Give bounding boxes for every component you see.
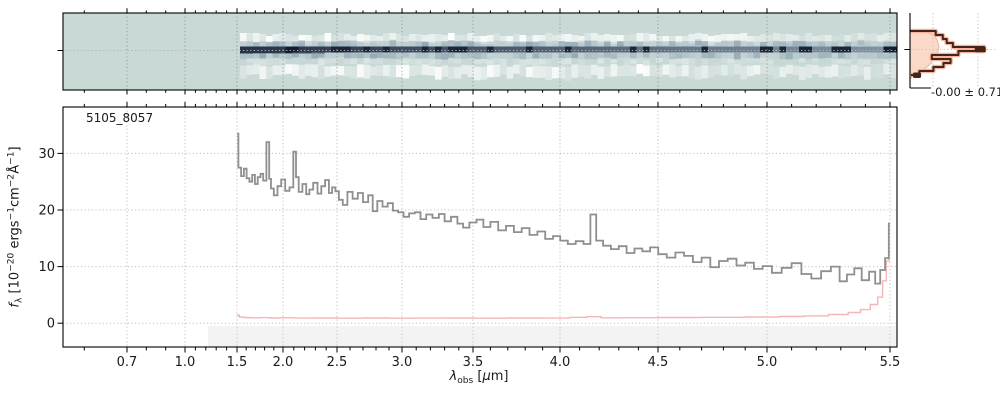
x-tick-label: 1.0 — [175, 355, 196, 370]
label-segment: [10 — [7, 271, 23, 298]
label-segment: f — [7, 303, 23, 308]
label-segment: λ — [14, 297, 25, 304]
below-zero-shaded-region — [207, 326, 897, 347]
label-segment: [ — [473, 369, 483, 384]
spectrum-1d-panel — [62, 106, 898, 348]
residual-histogram-panel — [904, 13, 997, 89]
histogram-tail-marker — [913, 72, 921, 78]
x-tick-label: 4.0 — [550, 355, 571, 370]
label-segment: −20 — [6, 252, 17, 272]
spectrum-1d-spines — [62, 106, 898, 348]
spectrum-2d-panel — [62, 12, 898, 91]
x-axis-label: λobs [μm] — [449, 369, 509, 386]
y-tick-label: 20 — [38, 204, 55, 219]
flux-series-line — [237, 132, 890, 285]
source-id-label: 5105_8057 — [86, 111, 154, 125]
spectrum-2d-spines — [62, 12, 898, 91]
y-tick-label: 0 — [47, 317, 55, 332]
axis-ticks: 0.7 1.0 1.5 2.0 2.5 3.0 3.5 4.0 4.5 5.0 5.5 0 10 20 30 — [38, 8, 900, 370]
x-tick-label: 1.5 — [227, 355, 248, 370]
label-segment: μ — [482, 369, 491, 384]
error-series-line — [237, 226, 890, 319]
x-tick-label: 3.5 — [463, 355, 484, 370]
label-segment: λ — [449, 369, 458, 384]
y-axis-label: fλ [10−20 ergs−1cm−2Å−1] — [6, 146, 25, 308]
x-tick-label: 0.7 — [117, 355, 138, 370]
label-segment: cm — [7, 187, 23, 207]
label-segment: m] — [490, 369, 509, 384]
y-tick-label: 10 — [38, 260, 55, 275]
spectrum-2d-trace-image — [240, 33, 897, 81]
x-tick-label: 3.0 — [392, 355, 413, 370]
label-segment: −1 — [6, 151, 17, 165]
x-tick-label: 5.0 — [757, 355, 778, 370]
residual-stats-label: -0.00 ± 0.71 — [931, 85, 1000, 99]
label-segment: Å — [7, 164, 23, 174]
x-tick-label: 2.5 — [327, 355, 348, 370]
y-tick-label: 30 — [38, 147, 55, 162]
label-segment: −2 — [6, 173, 17, 188]
label-segment: −1 — [6, 207, 17, 221]
histogram-peak-marker — [974, 46, 986, 53]
x-tick-label: 2.0 — [273, 355, 294, 370]
x-tick-label: 4.5 — [648, 355, 669, 370]
label-segment: obs — [457, 375, 474, 386]
histogram-step-line — [910, 30, 986, 76]
x-tick-label: 5.5 — [880, 355, 901, 370]
label-segment: ergs — [7, 220, 23, 253]
